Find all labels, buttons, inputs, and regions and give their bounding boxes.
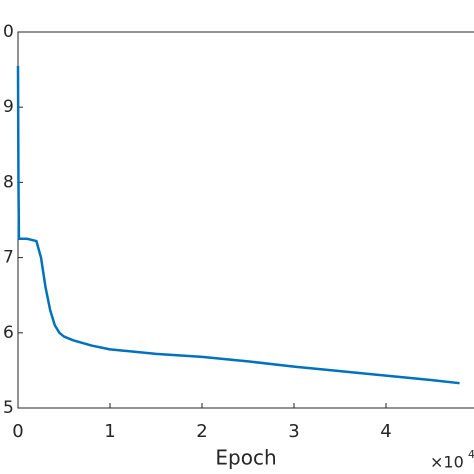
line-series	[16, 65, 460, 385]
x-axis-label: Epoch	[215, 446, 276, 470]
y-tick-label: 5	[3, 398, 14, 418]
x-multiplier-exponent: 4	[468, 448, 474, 461]
plot-frame	[17, 31, 474, 409]
x-tick-label: 3	[288, 421, 299, 442]
y-tick-label: 6	[3, 323, 14, 343]
x-tick-label: 4	[380, 421, 391, 442]
y-tick-label: 0	[3, 22, 14, 42]
y-tick-label: 9	[3, 97, 14, 117]
x-tick-label: 0	[12, 421, 23, 442]
x-tick-label: 1	[104, 421, 115, 442]
x-multiplier: ×10	[430, 453, 464, 472]
x-tick-label: 2	[196, 421, 207, 442]
y-tick-label: 7	[3, 248, 14, 268]
y-tick-label: 8	[3, 172, 14, 192]
